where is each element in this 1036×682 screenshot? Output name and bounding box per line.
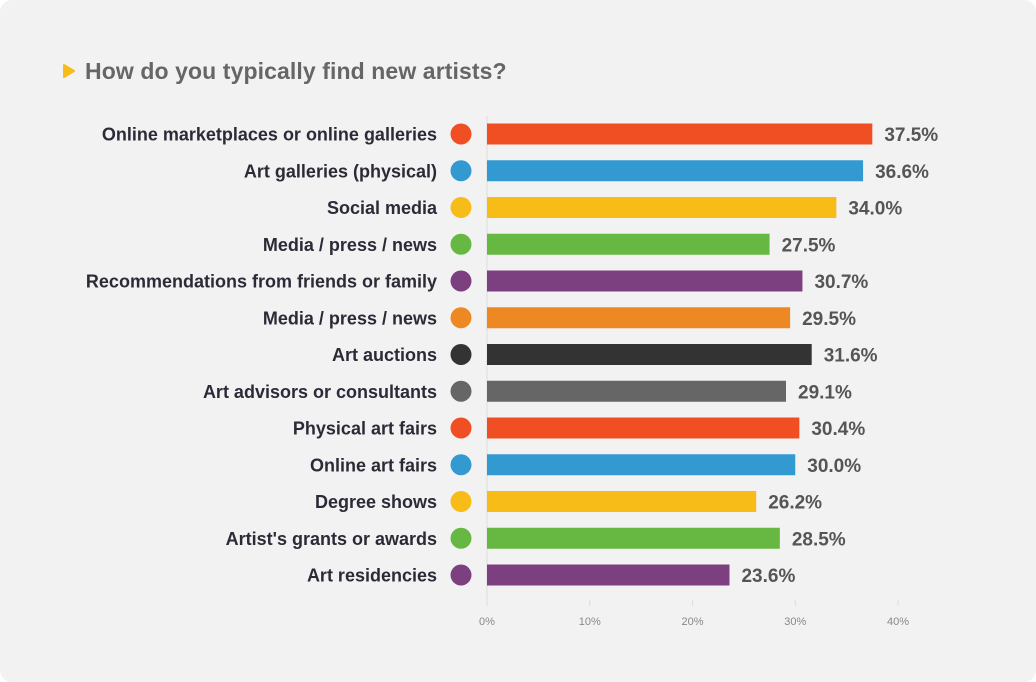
category-label: Art residencies: [307, 566, 437, 586]
category-color-dot: [450, 123, 472, 145]
bar: [487, 270, 803, 292]
chart-header: How do you typically find new artists?: [62, 56, 507, 86]
category-label: Art advisors or consultants: [203, 382, 437, 402]
bar: [487, 491, 757, 512]
category-color-dot: [450, 454, 472, 476]
bar: [487, 344, 812, 365]
category-label: Media / press / news: [263, 235, 437, 255]
category-color-dot: [450, 160, 472, 182]
x-tick-label: 30%: [784, 616, 806, 628]
category-label: Art auctions: [332, 345, 437, 365]
category-label: Media / press / news: [263, 308, 437, 328]
bar: [487, 454, 796, 476]
bar: [487, 527, 780, 549]
bar-value-label: 29.1%: [798, 382, 852, 403]
category-color-dot: [450, 270, 472, 292]
x-tick-label: 10%: [579, 616, 601, 628]
bar-value-label: 36.6%: [875, 162, 929, 183]
bar-value-label: 26.2%: [768, 493, 822, 514]
category-color-dot: [450, 527, 472, 549]
category-color-dot: [450, 380, 472, 402]
bar-value-label: 30.7%: [814, 272, 868, 293]
category-label: Recommendations from friends or family: [86, 272, 437, 292]
x-tick-label: 20%: [681, 616, 703, 628]
bar-value-label: 23.6%: [741, 566, 795, 587]
category-color-dot: [450, 417, 472, 439]
x-tick-label: 40%: [887, 616, 909, 628]
bar-value-label: 28.5%: [792, 529, 846, 550]
bar-value-label: 30.0%: [807, 456, 861, 477]
chart-title: How do you typically find new artists?: [85, 57, 507, 84]
bar-value-label: 31.6%: [824, 346, 878, 367]
bar: [487, 307, 791, 329]
category-label: Social media: [327, 198, 438, 218]
category-label: Art galleries (physical): [244, 161, 437, 181]
category-label: Online marketplaces or online galleries: [102, 125, 437, 145]
bar: [487, 160, 864, 182]
play-marker-icon: [63, 64, 75, 78]
category-color-dot: [450, 564, 472, 586]
category-label: Online art fairs: [310, 455, 437, 475]
category-label: Physical art fairs: [293, 419, 437, 439]
bar: [487, 197, 837, 218]
category-color-dot: [450, 307, 472, 329]
bar-value-label: 29.5%: [802, 309, 856, 330]
bar: [487, 123, 873, 145]
bar: [487, 564, 730, 586]
bar: [487, 233, 770, 255]
category-label: Degree shows: [315, 492, 437, 512]
bar: [487, 417, 800, 439]
x-tick-label: 0%: [479, 616, 495, 628]
category-color-dot: [450, 344, 472, 365]
bar-value-label: 34.0%: [848, 199, 902, 220]
bar-value-label: 30.4%: [811, 419, 865, 440]
category-color-dot: [450, 233, 472, 255]
category-color-dot: [450, 197, 472, 218]
bar-value-label: 37.5%: [884, 125, 938, 146]
bar-value-label: 27.5%: [782, 235, 836, 256]
category-color-dot: [450, 491, 472, 512]
category-label: Artist's grants or awards: [226, 529, 437, 549]
bar: [487, 380, 787, 402]
